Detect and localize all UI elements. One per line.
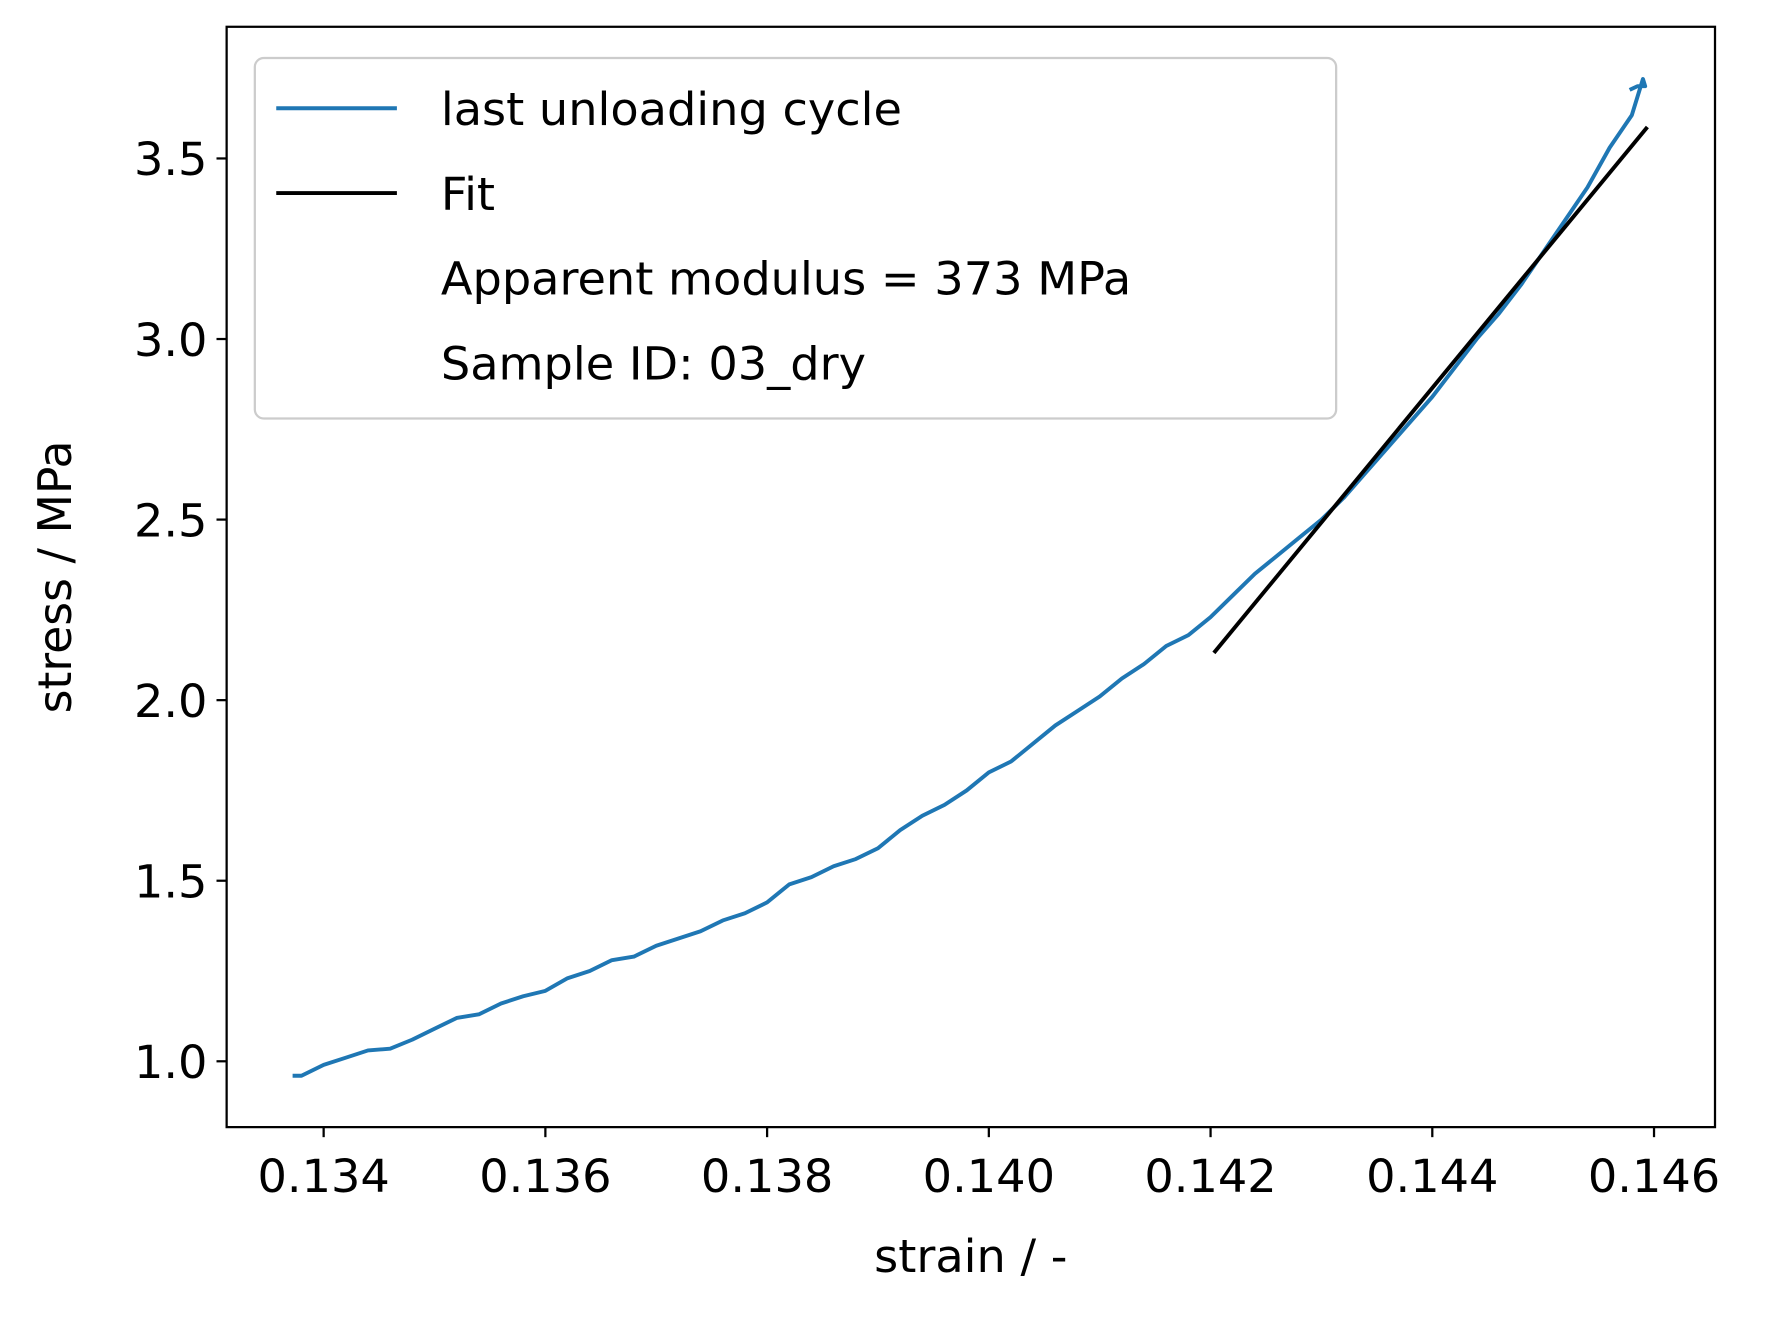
x-tick-label: 0.142 — [1144, 1149, 1276, 1203]
y-tick-label: 1.5 — [134, 855, 208, 909]
x-axis-label: strain / - — [874, 1229, 1067, 1283]
legend-note: Apparent modulus = 373 MPa — [441, 252, 1131, 306]
data-line — [292, 77, 1648, 1078]
x-tick-label: 0.146 — [1588, 1149, 1720, 1203]
x-tick-label: 0.136 — [479, 1149, 611, 1203]
x-tick-label: 0.140 — [923, 1149, 1055, 1203]
y-tick-label: 1.0 — [134, 1035, 208, 1089]
y-tick-label: 2.0 — [134, 674, 208, 728]
y-axis-label: stress / MPa — [28, 440, 82, 713]
x-tick-label: 0.144 — [1366, 1149, 1498, 1203]
data-line — [1212, 125, 1649, 655]
plot-frame — [225, 25, 1717, 1129]
y-tick-label: 3.5 — [134, 132, 208, 186]
legend-box — [253, 56, 1338, 420]
legend-note: Sample ID: 03_dry — [441, 337, 866, 391]
legend-label: Fit — [441, 167, 495, 221]
x-tick-label: 0.138 — [701, 1149, 833, 1203]
y-tick-label: 3.0 — [134, 313, 208, 367]
x-tick-label: 0.134 — [257, 1149, 389, 1203]
legend-label: last unloading cycle — [441, 82, 902, 136]
y-tick-label: 2.5 — [134, 494, 208, 548]
